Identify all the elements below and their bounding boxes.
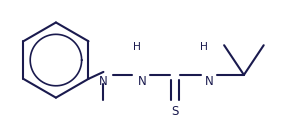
Text: N: N [138,75,146,88]
Text: H: H [201,42,208,52]
Text: N: N [99,75,108,88]
Text: S: S [171,105,178,118]
Text: N: N [205,75,214,88]
Text: H: H [133,42,141,52]
